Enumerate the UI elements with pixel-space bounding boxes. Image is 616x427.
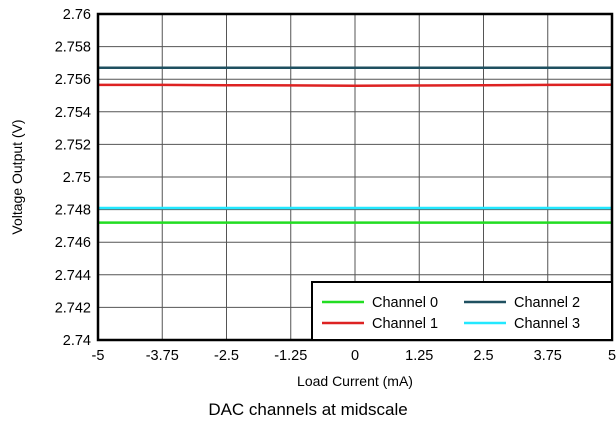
- x-tick-label: 2.5: [473, 348, 493, 364]
- series-lines: [98, 66, 613, 224]
- y-tick-label: 2.75: [63, 170, 91, 186]
- y-tick-label: 2.752: [55, 137, 91, 153]
- series-line-channel-1: [98, 83, 613, 87]
- y-tick-label: 2.74: [63, 333, 91, 349]
- legend-label: Channel 0: [372, 295, 438, 311]
- y-tick-label: 2.742: [55, 300, 91, 316]
- y-tick-label: 2.758: [55, 40, 91, 56]
- x-tick-label: -5: [92, 348, 105, 364]
- y-tick-label: 2.748: [55, 203, 91, 219]
- x-tick-label: -1.25: [274, 348, 307, 364]
- x-axis-label: Load Current (mA): [297, 373, 413, 389]
- legend-label: Channel 3: [514, 316, 580, 332]
- y-tick-labels: 2.74 2.742 2.744 2.746 2.748 2.75 2.752 2.754 2.…: [55, 7, 91, 349]
- y-tick-label: 2.76: [63, 7, 91, 23]
- x-tick-label: 1.25: [405, 348, 433, 364]
- y-tick-label: 2.754: [55, 105, 91, 121]
- y-tick-label: 2.756: [55, 72, 91, 88]
- legend: Channel 0 Channel 1 Channel 2 Channel 3: [311, 281, 613, 341]
- x-tick-label: 3.75: [534, 348, 562, 364]
- legend-box: [311, 281, 613, 341]
- x-tick-label: 5: [608, 348, 616, 364]
- x-tick-label: 0: [351, 348, 359, 364]
- x-tick-labels: -5 -3.75 -2.5 -1.25 0 1.25 2.5 3.75 5: [92, 348, 616, 364]
- legend-label: Channel 2: [514, 295, 580, 311]
- y-tick-label: 2.744: [55, 268, 91, 284]
- y-tick-label: 2.746: [55, 235, 91, 251]
- x-tick-label: -3.75: [146, 348, 179, 364]
- legend-label: Channel 1: [372, 316, 438, 332]
- x-tick-label: -2.5: [214, 348, 239, 364]
- y-axis-label: Voltage Output (V): [9, 119, 25, 234]
- figure-caption: DAC channels at midscale: [208, 400, 408, 419]
